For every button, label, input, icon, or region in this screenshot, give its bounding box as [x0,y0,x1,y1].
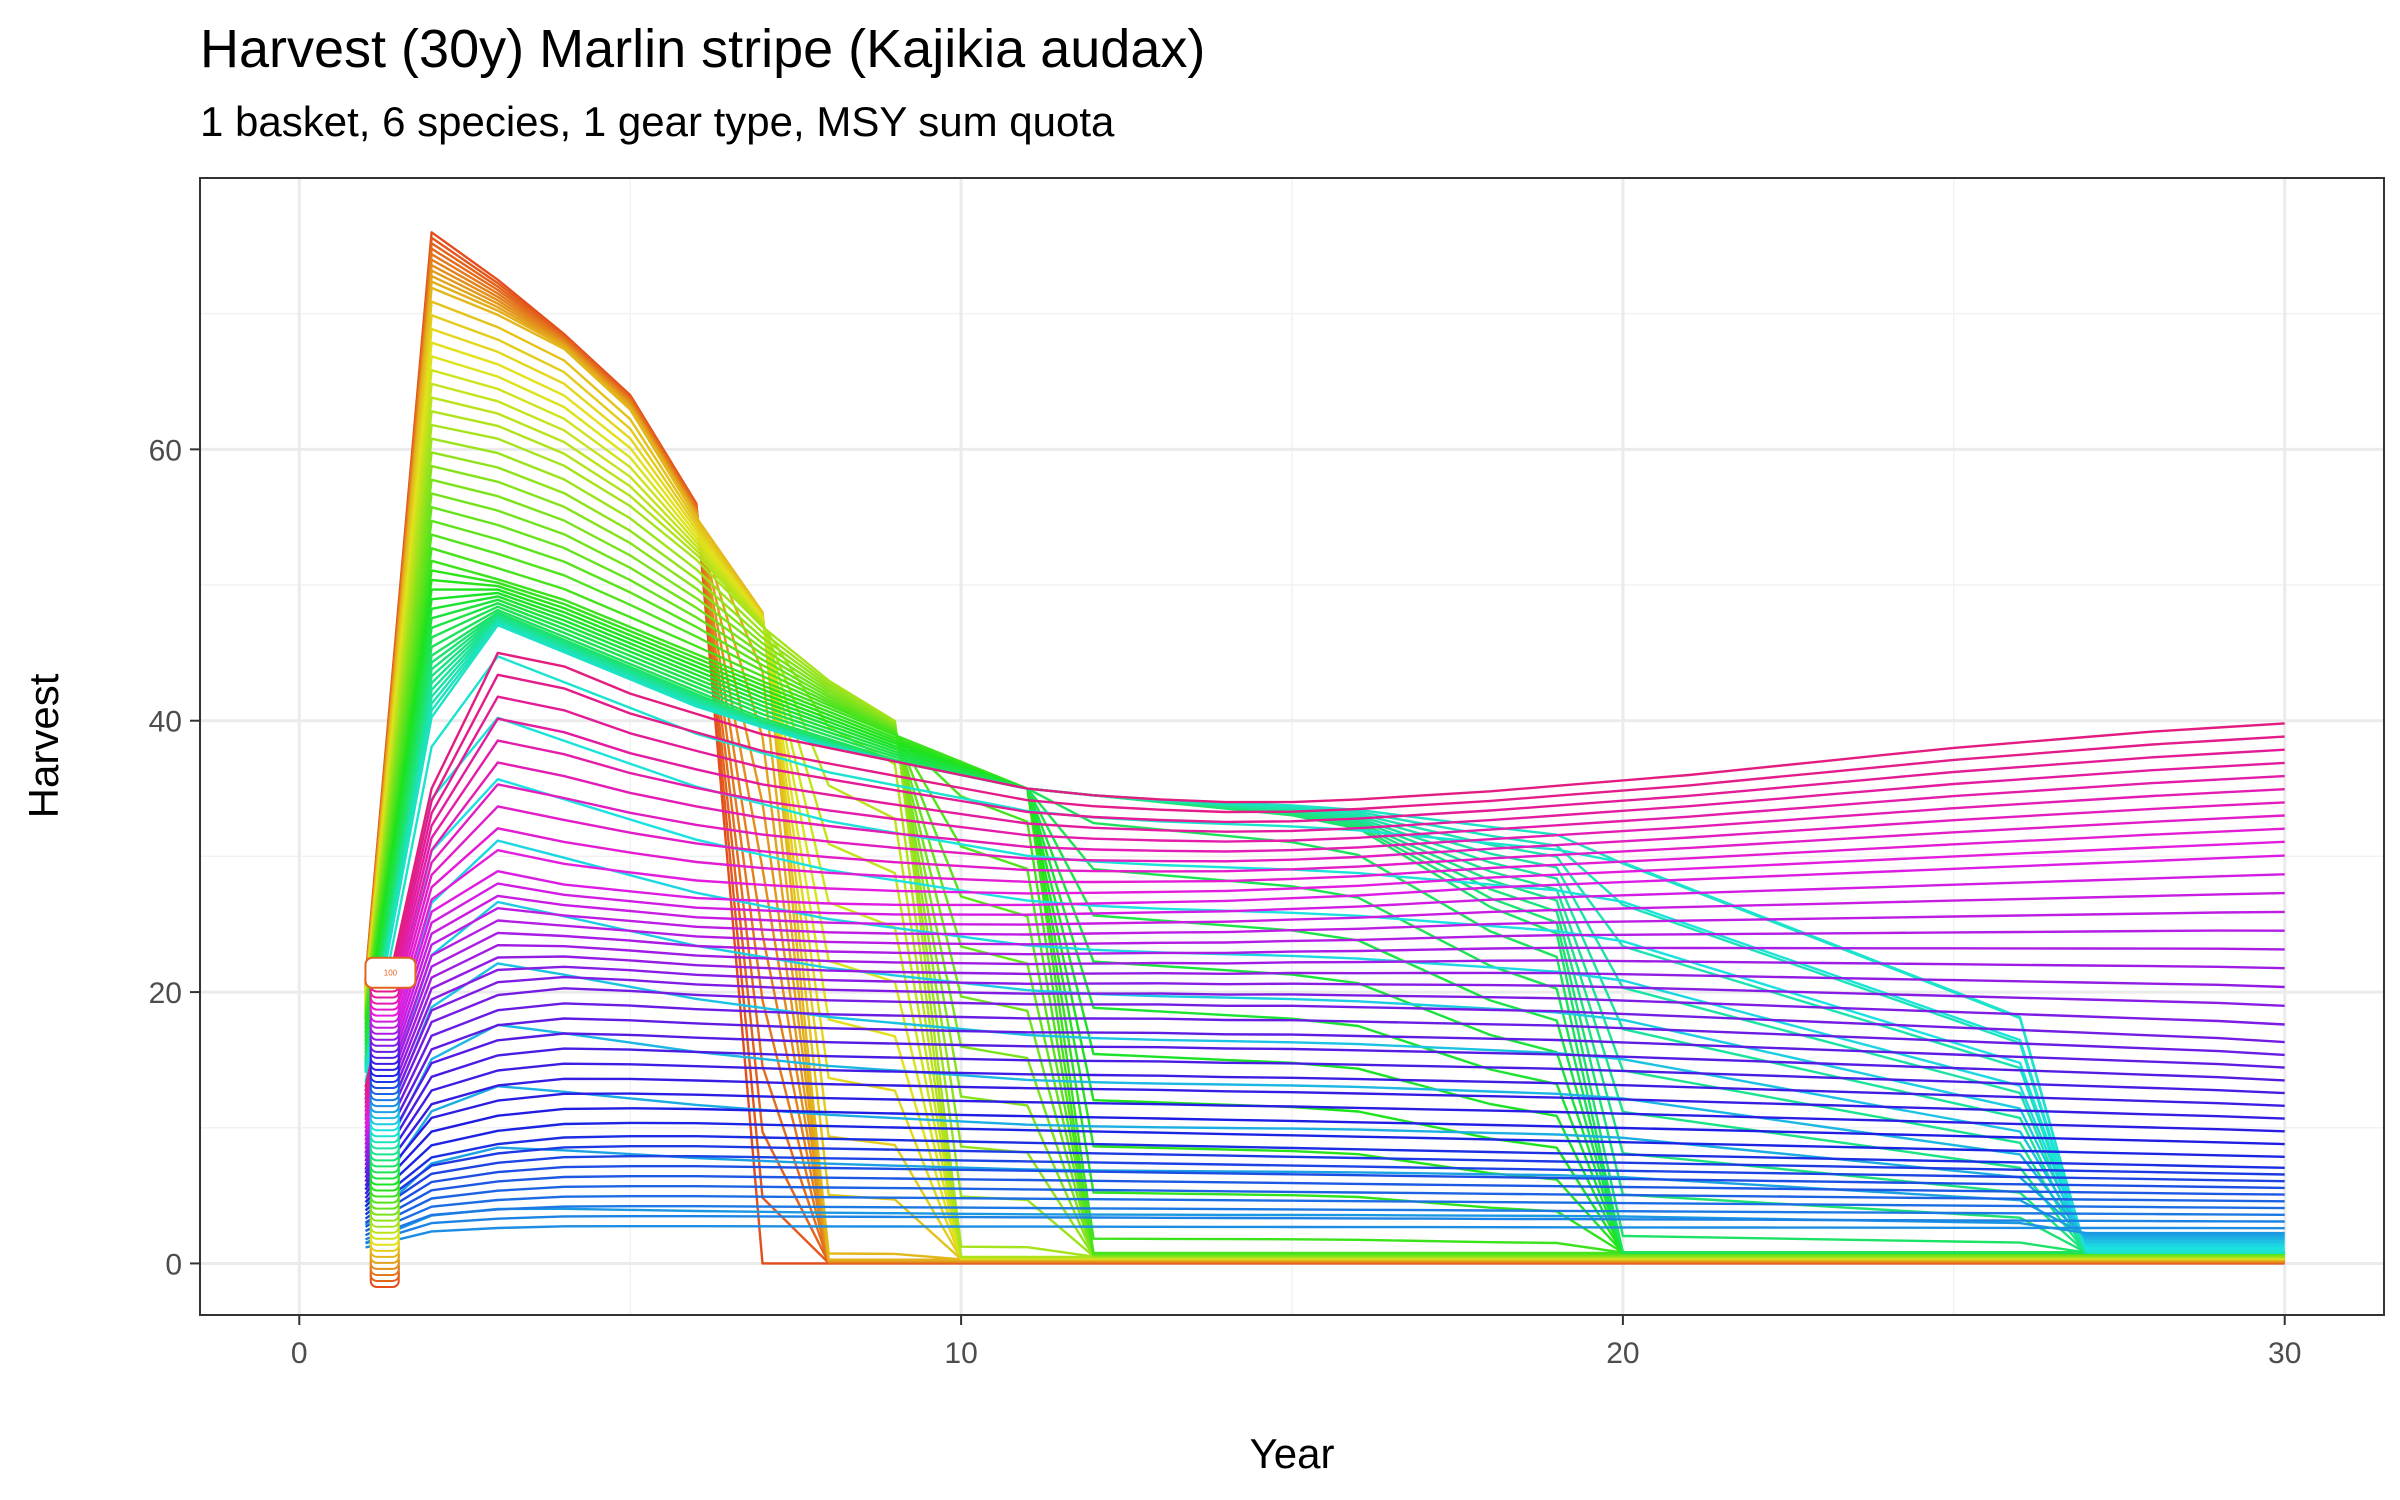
x-tick-label: 10 [944,1337,977,1370]
series-line [364,1017,2285,1179]
series-line [364,931,2285,1150]
y-tick-label: 40 [149,706,182,739]
series-line [364,975,2285,1166]
series-line [364,761,2285,1108]
series-line [364,611,2285,1254]
series-line [364,827,2285,1121]
series-line [364,1084,2285,1239]
series-line [364,1002,2285,1174]
series-line [365,1224,2285,1249]
series-line [364,716,2285,1251]
series-line [364,919,2285,1145]
series-end-label: 100 [384,969,398,978]
series-line [364,1174,2285,1228]
y-tick-label: 0 [165,1248,182,1281]
series-line [364,717,2285,1100]
series-line [365,1214,2285,1245]
series-line [364,805,2285,1117]
end-labels: 100 [364,956,417,1289]
series-end-label-box [364,956,417,989]
series-line [364,1154,2285,1220]
series-line [364,839,2285,1247]
series-line [364,1134,2285,1212]
series-line [365,1194,2285,1237]
chart-title: Harvest (30y) Marlin stripe (Kajikia aud… [200,19,1206,79]
x-axis-title: Year [1250,1430,1335,1477]
series-line [364,965,2285,1162]
y-axis-title: Harvest [20,673,67,818]
x-tick-label: 30 [2268,1337,2301,1370]
series-line [364,1047,2285,1187]
series-line [364,614,2285,1254]
series-line [364,651,2285,1088]
series-line [364,1164,2285,1224]
x-tick-label: 0 [291,1337,308,1370]
series-line [364,955,2285,1158]
series-line [364,987,2285,1170]
series-line [365,1204,2285,1241]
series-lines [364,231,2285,1265]
series-line [364,1144,2285,1216]
series-line [364,1121,2285,1208]
series-line [364,1107,2285,1204]
series-line [364,618,2285,1254]
series-line [364,1184,2285,1233]
series-line [364,854,2285,1129]
series-line [364,1077,2285,1195]
x-tick-label: 20 [1606,1337,1639,1370]
series-line [364,907,2285,1141]
series-line [365,1207,2285,1244]
series-line [364,840,2285,1125]
series-line [364,783,2285,1113]
series-line [364,891,2285,1137]
axes: 0 10 20 30 0 20 40 60 [149,434,2302,1370]
series-line [364,778,2285,1249]
y-tick-label: 60 [149,434,182,467]
series-line [364,1032,2285,1183]
series-line [364,619,2285,1254]
series-line [364,944,2285,1154]
series-line [364,1062,2285,1191]
series-line [364,695,2285,1096]
series-line [364,673,2285,1092]
y-tick-label: 20 [149,977,182,1010]
panel-border [199,177,2385,1316]
series-line [364,617,2285,1254]
series-line [364,1092,2285,1199]
series-line [364,873,2285,1133]
series-line [364,739,2285,1104]
chart-subtitle: 1 basket, 6 species, 1 gear type, MSY su… [200,98,1115,145]
series-line [364,615,2285,1254]
